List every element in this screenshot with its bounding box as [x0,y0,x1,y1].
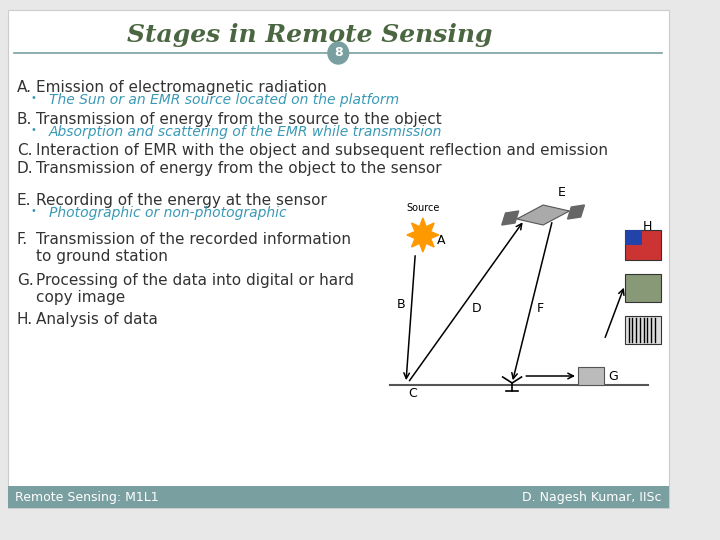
Polygon shape [517,205,570,225]
Text: Transmission of energy from the object to the sensor: Transmission of energy from the object t… [36,161,441,176]
Text: Processing of the data into digital or hard
copy image: Processing of the data into digital or h… [36,273,354,306]
Text: •: • [31,206,37,216]
Text: Transmission of the recorded information
to ground station: Transmission of the recorded information… [36,232,351,265]
Text: Analysis of data: Analysis of data [36,312,158,327]
Text: Interaction of EMR with the object and subsequent reflection and emission: Interaction of EMR with the object and s… [36,143,608,158]
Text: Source: Source [406,203,439,213]
Bar [625,274,660,302]
Text: F: F [536,301,544,314]
Text: C.: C. [17,143,32,158]
Polygon shape [407,218,438,252]
Text: B: B [397,299,405,312]
Bar [625,230,642,245]
Bar [7,486,669,508]
Text: •: • [31,125,37,135]
Text: D.: D. [17,161,34,176]
Text: Recording of the energy at the sensor: Recording of the energy at the sensor [36,193,327,208]
Text: The Sun or an EMR source located on the platform: The Sun or an EMR source located on the … [49,93,399,107]
Text: Absorption and scattering of the EMR while transmission: Absorption and scattering of the EMR whi… [49,125,442,139]
Bar [625,230,660,260]
Text: E: E [558,186,566,199]
Text: Remote Sensing: M1L1: Remote Sensing: M1L1 [15,490,158,503]
Bar [578,367,604,385]
Text: D. Nagesh Kumar, IISc: D. Nagesh Kumar, IISc [522,490,662,503]
Text: Emission of electromagnetic radiation: Emission of electromagnetic radiation [36,80,326,95]
Text: B.: B. [17,112,32,127]
Text: Transmission of energy from the source to the object: Transmission of energy from the source t… [36,112,441,127]
Text: G.: G. [17,273,34,288]
Circle shape [328,42,348,64]
Text: C: C [408,387,417,400]
Text: G: G [608,370,618,383]
Text: F.: F. [17,232,28,247]
Text: A.: A. [17,80,32,95]
Text: 8: 8 [334,46,343,59]
Text: E.: E. [17,193,32,208]
Text: A: A [437,233,446,246]
Polygon shape [502,211,518,225]
Text: D: D [472,301,481,314]
Bar [625,316,660,344]
Text: H.: H. [17,312,33,327]
FancyBboxPatch shape [7,10,669,508]
Text: •: • [31,93,37,103]
Text: Photographic or non-photographic: Photographic or non-photographic [49,206,287,220]
Text: Stages in Remote Sensing: Stages in Remote Sensing [127,23,492,47]
Text: H: H [643,220,652,233]
Polygon shape [567,205,585,219]
